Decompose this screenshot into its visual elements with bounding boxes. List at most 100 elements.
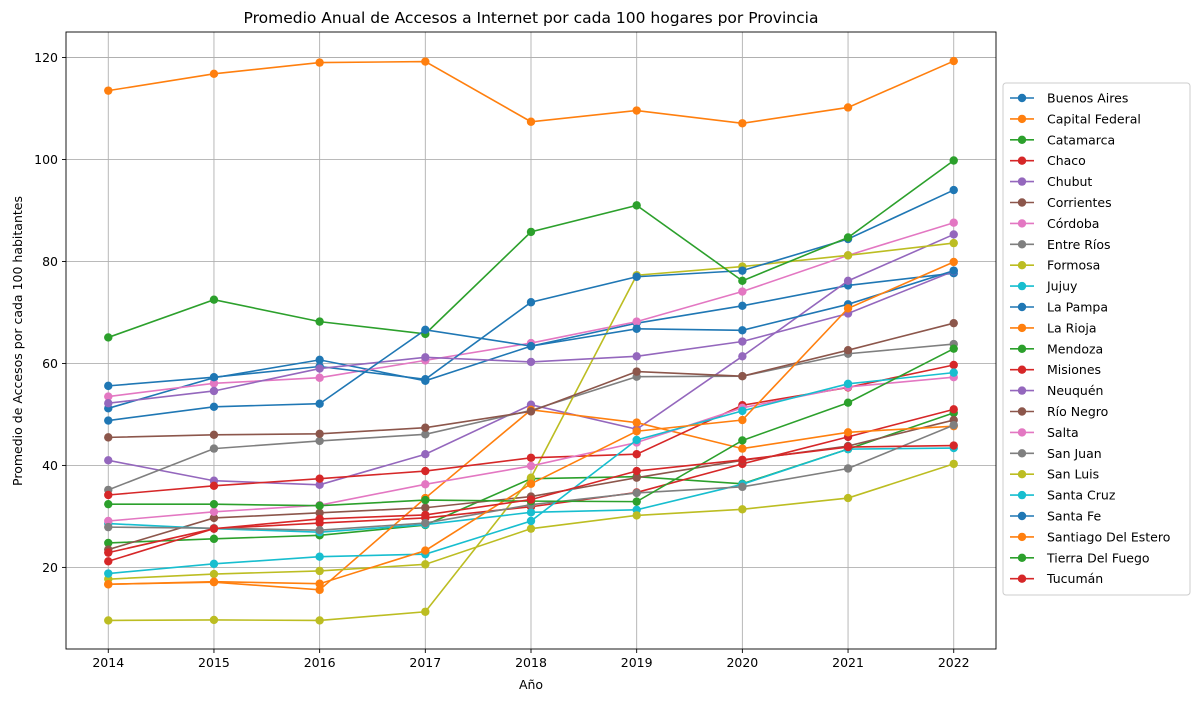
y-tick-label: 40 xyxy=(42,458,58,473)
data-point xyxy=(209,569,219,579)
data-point xyxy=(315,317,324,326)
x-tick-label: 2017 xyxy=(409,655,441,670)
legend-marker xyxy=(1017,261,1027,270)
data-point xyxy=(104,499,113,509)
data-point xyxy=(209,507,219,517)
data-point xyxy=(949,344,958,353)
data-point xyxy=(738,436,747,445)
data-point xyxy=(843,398,853,407)
series-santiago-del-estero xyxy=(104,257,958,589)
legend-label: Chaco xyxy=(1047,153,1086,168)
data-point xyxy=(526,298,536,307)
data-point xyxy=(209,430,219,440)
data-point xyxy=(209,524,219,533)
legend-marker xyxy=(1017,219,1027,228)
legend-frame xyxy=(1002,82,1191,596)
data-point xyxy=(209,513,219,523)
data-point xyxy=(526,407,536,416)
legend-marker xyxy=(1017,490,1027,500)
legend-label: San Juan xyxy=(1047,446,1102,461)
legend-item: Salta xyxy=(1010,425,1079,440)
data-point xyxy=(738,482,747,492)
legend-marker xyxy=(1017,114,1027,124)
data-point xyxy=(949,318,958,328)
data-point xyxy=(632,435,641,445)
data-point xyxy=(738,371,747,381)
data-point xyxy=(526,453,536,462)
legend-label: Córdoba xyxy=(1047,216,1099,231)
legend-label: Santa Cruz xyxy=(1047,488,1116,503)
data-point xyxy=(315,480,324,490)
data-point xyxy=(526,508,536,517)
data-point xyxy=(421,480,430,489)
legend-item: Santiago Del Estero xyxy=(1010,529,1170,544)
data-point xyxy=(104,399,113,408)
legend-item: La Rioja xyxy=(1010,320,1097,335)
data-point xyxy=(526,516,536,526)
data-point xyxy=(843,428,853,437)
data-point xyxy=(843,464,853,473)
data-point xyxy=(421,375,430,384)
legend-marker xyxy=(1017,386,1027,395)
data-point xyxy=(949,156,958,165)
data-point xyxy=(632,473,641,482)
y-tick-label: 120 xyxy=(34,50,58,65)
data-point xyxy=(949,257,958,267)
x-tick-label: 2014 xyxy=(92,655,124,670)
data-point xyxy=(315,566,324,576)
legend-marker xyxy=(1017,281,1027,291)
data-point xyxy=(738,337,747,346)
series-santa-fe xyxy=(104,266,958,425)
legend-label: Santiago Del Estero xyxy=(1047,529,1170,544)
data-point xyxy=(632,418,641,427)
data-point xyxy=(315,399,324,408)
legend-marker xyxy=(1017,344,1027,353)
data-point xyxy=(315,616,324,625)
data-point xyxy=(104,580,113,589)
data-point xyxy=(315,514,324,524)
legend-item: Tucumán xyxy=(1010,571,1103,586)
data-point xyxy=(526,524,536,533)
legend-marker xyxy=(1017,511,1027,521)
data-point xyxy=(209,615,219,625)
legend-label: Salta xyxy=(1047,425,1079,440)
data-point xyxy=(949,441,958,450)
chart-title: Promedio Anual de Accesos a Internet por… xyxy=(244,9,819,27)
legend-item: Neuquén xyxy=(1010,383,1103,398)
x-tick-label: 2022 xyxy=(938,655,970,670)
legend-marker xyxy=(1017,407,1027,416)
legend-label: Jujuy xyxy=(1046,279,1078,294)
series-tucuman xyxy=(104,441,958,557)
data-point xyxy=(949,368,958,377)
series-chubut xyxy=(104,230,958,490)
data-point xyxy=(209,295,219,304)
data-point xyxy=(949,420,958,430)
data-point xyxy=(104,569,113,578)
data-point xyxy=(209,373,219,382)
legend-item: San Luis xyxy=(1010,467,1099,482)
legend-marker xyxy=(1017,135,1027,144)
legend-label: Misiones xyxy=(1047,362,1101,377)
series-la-pampa xyxy=(104,185,958,391)
data-point xyxy=(104,616,113,625)
data-point xyxy=(738,455,747,465)
legend-label: La Pampa xyxy=(1047,300,1108,315)
data-point xyxy=(843,251,853,260)
data-point xyxy=(632,324,641,333)
data-point xyxy=(843,103,853,112)
data-point xyxy=(104,86,113,95)
legend-item: Buenos Aires xyxy=(1010,91,1128,106)
data-point xyxy=(315,58,324,67)
data-point xyxy=(632,352,641,361)
data-point xyxy=(949,266,958,275)
data-point xyxy=(526,341,536,351)
data-point xyxy=(632,106,641,115)
legend-marker xyxy=(1017,240,1027,249)
x-tick-label: 2021 xyxy=(832,655,864,670)
data-point xyxy=(632,488,641,498)
data-point xyxy=(209,499,219,509)
legend-marker xyxy=(1017,470,1027,479)
legend-marker xyxy=(1017,93,1027,103)
data-point xyxy=(104,538,113,548)
data-point xyxy=(421,57,430,66)
